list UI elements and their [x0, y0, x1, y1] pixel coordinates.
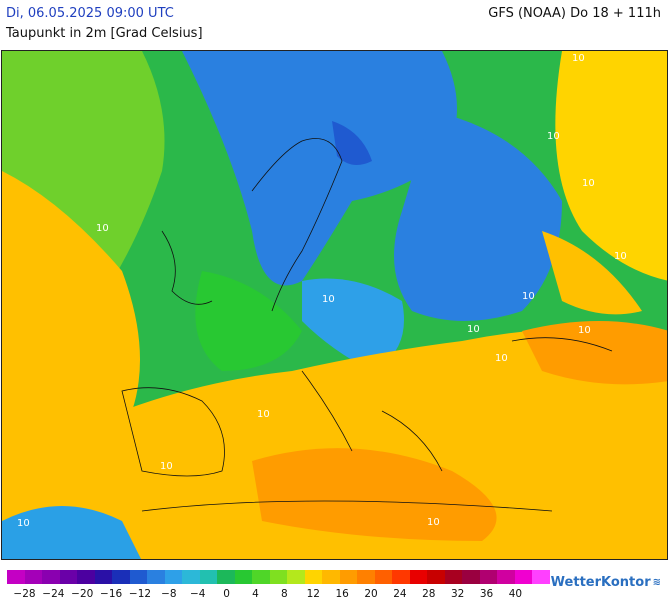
- legend-swatch: [94, 570, 112, 584]
- region-central-east: [302, 278, 404, 371]
- coast-black-sea: [511, 337, 613, 352]
- logo-text: WetterKontor: [550, 575, 651, 590]
- coast-north-africa: [141, 500, 553, 512]
- region-atlantic-south: [2, 171, 152, 559]
- legend-swatch: [234, 570, 252, 584]
- legend-swatch: [129, 570, 147, 584]
- contour-label: 10: [17, 518, 30, 529]
- dewpoint-map[interactable]: 10 10 10 10 10 10 10 10 10 10 10 10 10 1…: [1, 50, 668, 560]
- coast-italy: [301, 370, 353, 452]
- legend-swatch: [217, 570, 235, 584]
- legend-swatch: [287, 570, 305, 584]
- legend-swatch: [7, 570, 25, 584]
- contour-label-group: 10 10 10 10 10 10 10 10 10 10 10 10 10 1…: [17, 53, 627, 529]
- contour-label: 10: [572, 53, 585, 64]
- model-run-label: GFS (NOAA) Do 18 + 111h: [488, 6, 661, 21]
- coast-scandinavia: [251, 138, 343, 312]
- legend-swatch: [269, 570, 287, 584]
- legend-swatch: [357, 570, 375, 584]
- contour-label: 10: [427, 517, 440, 528]
- contour-label: 10: [614, 251, 627, 262]
- legend-tick-label: 4: [252, 588, 259, 600]
- color-scale-legend: [7, 570, 550, 584]
- contour-label: 10: [322, 294, 335, 305]
- legend-swatch: [304, 570, 322, 584]
- legend-tick-label: 16: [335, 588, 349, 600]
- legend-tick-label: 12: [306, 588, 320, 600]
- legend-swatch: [199, 570, 217, 584]
- legend-tick-label: 0: [223, 588, 230, 600]
- legend-swatch: [147, 570, 165, 584]
- contour-label: 10: [96, 223, 109, 234]
- legend-tick-label: −24: [42, 588, 65, 600]
- legend-tick-label: 40: [508, 588, 523, 600]
- contour-label: 10: [257, 409, 270, 420]
- legend-swatch: [164, 570, 182, 584]
- legend-swatch: [427, 570, 445, 584]
- region-mediterranean: [122, 327, 667, 559]
- date-time-label: Di, 06.05.2025 09:00 UTC: [6, 6, 174, 21]
- region-caspian: [542, 231, 642, 315]
- legend-tick-label: −28: [13, 588, 36, 600]
- region-black-sea-warm: [522, 321, 667, 385]
- contour-label: 10: [495, 353, 508, 364]
- legend-tick-label: −4: [190, 588, 206, 600]
- wind-swirl-icon: ≋: [652, 577, 661, 588]
- region-far-east: [555, 51, 667, 281]
- region-med-sea-warm: [252, 448, 497, 541]
- legend-swatch: [182, 570, 200, 584]
- region-russia: [394, 111, 562, 321]
- region-scandinavia-deep: [332, 121, 372, 165]
- legend-swatch: [392, 570, 410, 584]
- coast-british-isles: [161, 230, 213, 305]
- contour-label: 10: [160, 461, 173, 472]
- legend-tick-label: −16: [100, 588, 123, 600]
- legend-swatch: [339, 570, 357, 584]
- parameter-label: Taupunkt in 2m [Grad Celsius]: [6, 26, 203, 41]
- legend-tick-label: 28: [422, 588, 436, 600]
- legend-tick-label: 24: [393, 588, 407, 600]
- legend-swatch: [322, 570, 340, 584]
- legend-swatch: [532, 570, 550, 584]
- legend-tick-label: −20: [71, 588, 94, 600]
- region-west-africa-blue: [2, 506, 141, 559]
- legend-swatch: [252, 570, 270, 584]
- legend-swatch: [374, 570, 392, 584]
- coast-iberia: [121, 387, 225, 477]
- contour-label: 10: [467, 324, 480, 335]
- legend-swatch: [112, 570, 130, 584]
- legend-swatch: [514, 570, 532, 584]
- region-central-europe: [195, 271, 302, 371]
- legend-swatch: [479, 570, 497, 584]
- legend-tick-label: −12: [128, 588, 152, 600]
- legend-tick-label: −8: [161, 588, 177, 600]
- legend-swatch: [59, 570, 77, 584]
- contour-label: 10: [547, 131, 560, 142]
- region-scandinavia: [182, 51, 457, 286]
- contour-label: 10: [578, 325, 591, 336]
- legend-tick-label: 8: [281, 588, 288, 600]
- legend-tick-label: 36: [479, 588, 494, 600]
- map-canvas: 10 10 10 10 10 10 10 10 10 10 10 10 10 1…: [2, 51, 667, 559]
- contour-label: 10: [582, 178, 595, 189]
- legend-swatch: [497, 570, 515, 584]
- coast-balkans: [381, 410, 443, 472]
- legend-swatch: [462, 570, 480, 584]
- contour-label: 10: [522, 291, 535, 302]
- wetterkontor-logo[interactable]: WetterKontor ≋: [551, 575, 661, 590]
- legend-tick-label: 32: [450, 588, 465, 600]
- legend-swatch: [444, 570, 462, 584]
- legend-swatch: [77, 570, 95, 584]
- legend-swatch: [409, 570, 427, 584]
- legend-tick-label: 20: [364, 588, 378, 600]
- legend-swatch: [24, 570, 42, 584]
- color-scale-ticks: −28 −24 −20 −16 −12 −8 −4 0 4 8 12 16 20 24 28 32 36 40: [0, 588, 560, 600]
- legend-swatch: [42, 570, 60, 584]
